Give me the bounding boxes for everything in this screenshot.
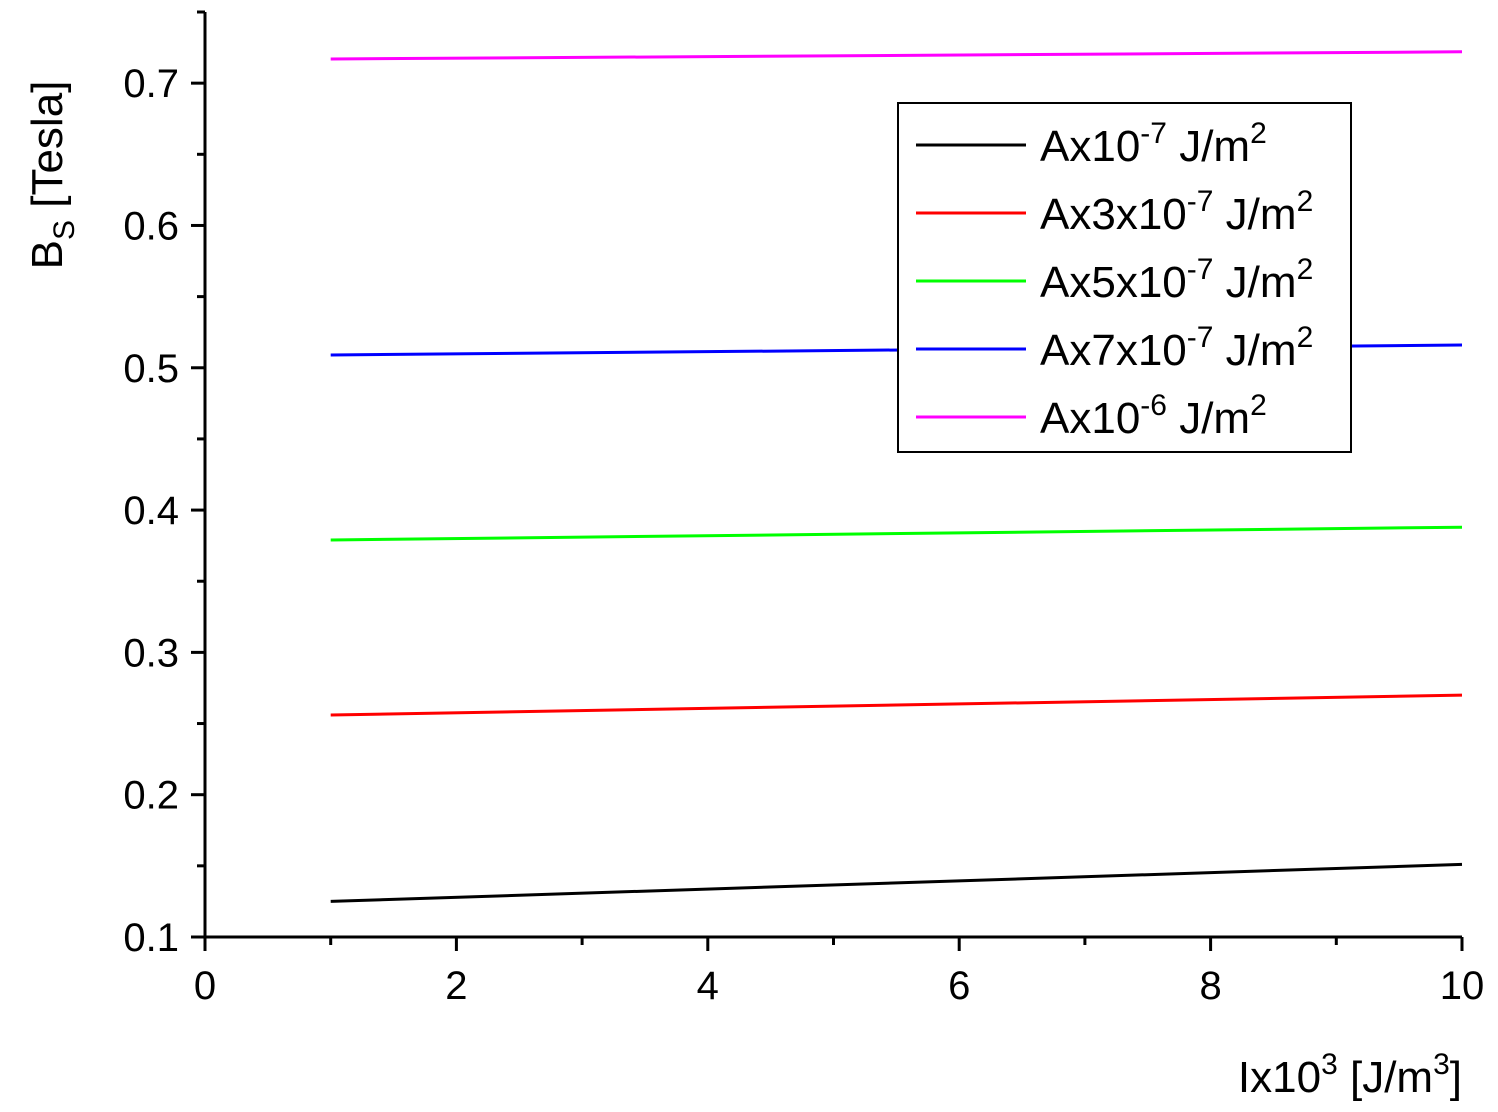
y-tick-label: 0.1 (123, 916, 179, 960)
y-tick-label: 0.2 (123, 774, 179, 818)
y-tick-label: 0.7 (123, 62, 179, 106)
legend-entry-5: Ax10-6 J/m2 (1040, 389, 1267, 443)
legend-entry-3: Ax5x10-7 J/m2 (1040, 253, 1313, 307)
legend-entry-2: Ax3x10-7 J/m2 (1040, 185, 1313, 239)
y-tick-label: 0.6 (123, 204, 179, 248)
legend: Ax10-7 J/m2 Ax3x10-7 J/m2 Ax5x10-7 J/m2 Ax7… (897, 102, 1352, 453)
legend-entry-4: Ax7x10-7 J/m2 (1040, 321, 1313, 375)
x-tick-label: 10 (1440, 964, 1485, 1008)
x-tick-label: 4 (697, 964, 719, 1008)
axes: 0.1 0.2 0.3 0.4 0.5 0.6 0.7 0 2 4 6 8 10 (123, 10, 1485, 1008)
x-tick-label: 8 (1199, 964, 1221, 1008)
x-axis-title: Ix103 [J/m3] (1238, 1048, 1462, 1102)
y-tick-label: 0.3 (123, 631, 179, 675)
y-tick-label: 0.4 (123, 489, 179, 533)
y-axis-title: BS [Tesla] (23, 81, 81, 270)
x-tick-label: 0 (194, 964, 216, 1008)
series-line-5 (330, 50, 1463, 61)
legend-box (897, 102, 1352, 453)
x-tick-label: 2 (445, 964, 467, 1008)
y-tick-label: 0.5 (123, 347, 179, 391)
axis-labels: Ix103 [J/m3] BS [Tesla] (23, 81, 1462, 1102)
legend-entry-1: Ax10-7 J/m2 (1040, 117, 1267, 171)
x-tick-label: 6 (948, 964, 970, 1008)
series-line-3 (330, 525, 1463, 542)
series-line-2 (330, 693, 1463, 717)
series-line-1 (330, 862, 1463, 903)
